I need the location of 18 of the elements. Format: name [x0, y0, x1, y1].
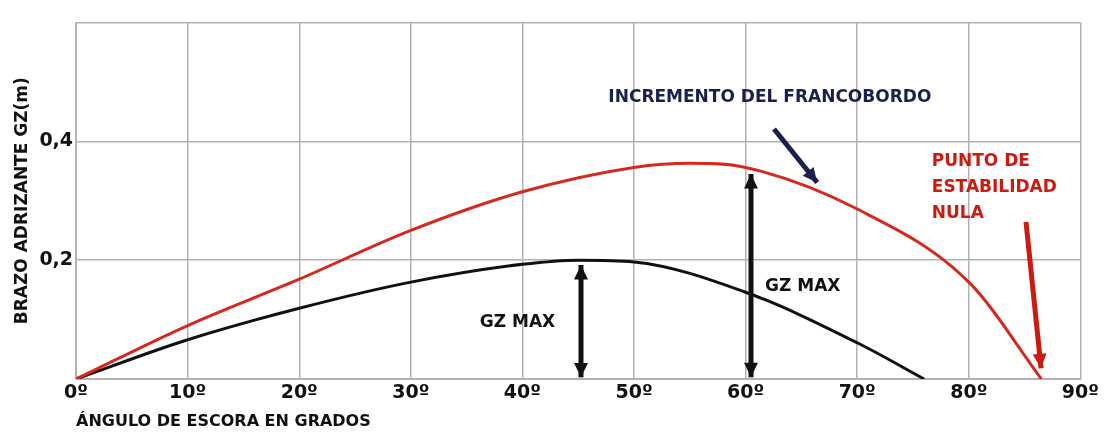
annotation: INCREMENTO DEL FRANCOBORDO — [608, 85, 933, 108]
x-tick-label: 20º — [280, 380, 318, 403]
x-tick-label: 10º — [169, 380, 207, 403]
x-tick-label: 0º — [64, 380, 89, 403]
y-axis-title: BRAZO ADRIZANTE GZ(m) — [10, 77, 31, 325]
annotation: GZ MAX — [765, 274, 842, 297]
x-axis-title: ÁNGULO DE ESCORA EN GRADOS — [76, 410, 371, 430]
x-tick-label: 30º — [392, 380, 430, 403]
x-tick-label: 90º — [1061, 380, 1099, 403]
x-tick-label: 50º — [615, 380, 653, 403]
y-tick-label: 0,4 — [39, 128, 74, 151]
x-tick-label: 70º — [838, 380, 876, 403]
x-tick-label: 60º — [727, 380, 765, 403]
annotation: PUNTO DE ESTABILIDAD NULA — [931, 149, 1058, 225]
x-tick-label: 40º — [503, 380, 542, 403]
x-tick-label: 80º — [950, 380, 988, 403]
annotation: GZ MAX — [479, 309, 557, 333]
y-tick-label: 0,2 — [39, 247, 74, 270]
